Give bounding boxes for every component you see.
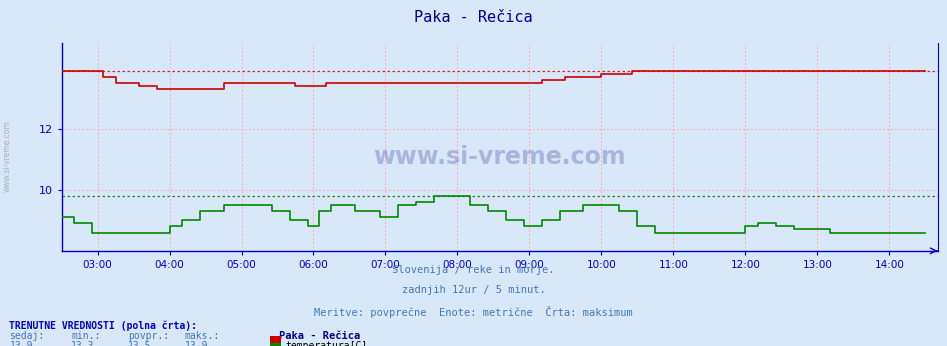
Text: 13,5: 13,5 — [128, 341, 152, 346]
Text: 13,9: 13,9 — [9, 341, 33, 346]
Text: www.si-vreme.com: www.si-vreme.com — [3, 120, 12, 192]
Text: maks.:: maks.: — [185, 331, 220, 342]
Text: www.si-vreme.com: www.si-vreme.com — [373, 145, 626, 170]
Text: sedaj:: sedaj: — [9, 331, 45, 342]
Text: 13,9: 13,9 — [185, 341, 208, 346]
Text: temperatura[C]: temperatura[C] — [285, 341, 367, 346]
Text: zadnjih 12ur / 5 minut.: zadnjih 12ur / 5 minut. — [402, 285, 545, 295]
Text: min.:: min.: — [71, 331, 100, 342]
Text: Paka - Rečica: Paka - Rečica — [279, 331, 361, 342]
Text: povpr.:: povpr.: — [128, 331, 169, 342]
Text: Slovenija / reke in morje.: Slovenija / reke in morje. — [392, 265, 555, 275]
Text: TRENUTNE VREDNOSTI (polna črta):: TRENUTNE VREDNOSTI (polna črta): — [9, 320, 198, 330]
Text: Paka - Rečica: Paka - Rečica — [414, 10, 533, 25]
Text: Meritve: povprečne  Enote: metrične  Črta: maksimum: Meritve: povprečne Enote: metrične Črta:… — [314, 306, 633, 318]
Text: 13,3: 13,3 — [71, 341, 95, 346]
